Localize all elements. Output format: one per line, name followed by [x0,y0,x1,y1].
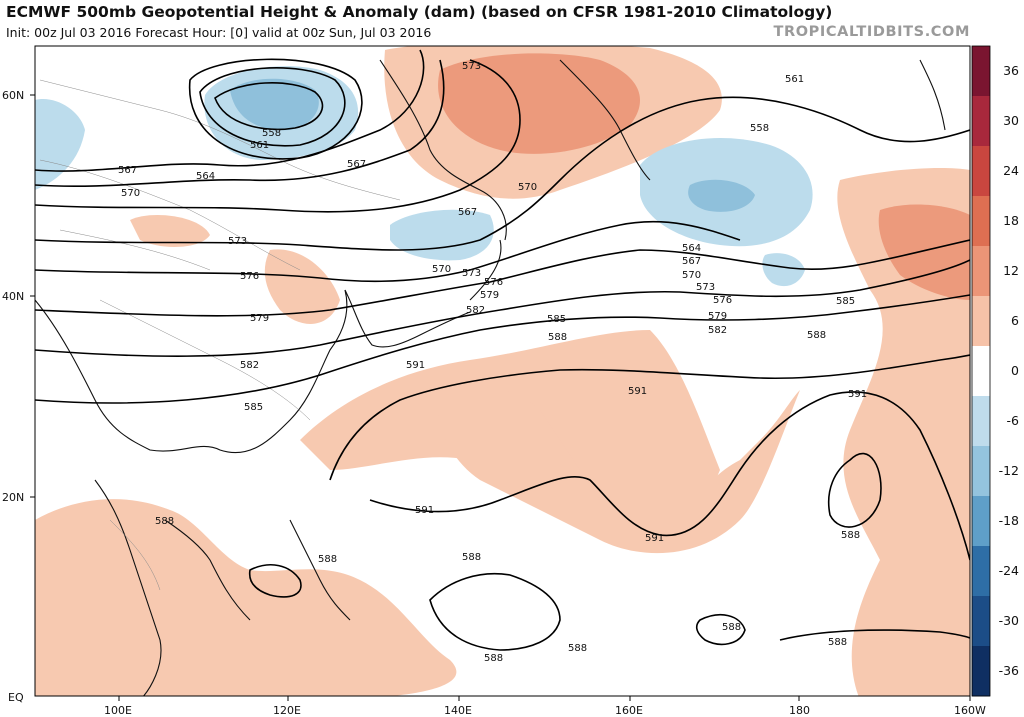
map-title: ECMWF 500mb Geopotential Height & Anomal… [6,3,833,21]
colorbar-segment [972,496,990,547]
contour-label-564-east: 564 [682,243,701,254]
contour-label-588-east: 588 [807,330,826,341]
colorbar-segment [972,246,990,297]
contour-label-591-japan: 591 [406,360,425,371]
colorbar-tick-label: 6 [1011,313,1019,328]
map-subtitle: Init: 00z Jul 03 2016 Forecast Hour: [0]… [6,25,432,40]
colorbar-tick-label: -6 [1007,413,1020,428]
lon-label-180: 180 [789,704,810,717]
contour-label-570-korea: 570 [432,264,451,275]
colorbar-tick-label: 12 [1003,263,1019,278]
contour-label-591-mid: 591 [628,386,647,397]
longitude-axis: 100E 120E 140E 160E 180 160W [104,696,986,717]
colorbar-segment [972,546,990,597]
latitude-axis: 60N 40N 20N EQ [2,89,35,704]
contour-label-558: 558 [262,128,281,139]
contour-label-588-south2: 588 [568,643,587,654]
contour-label-573-north: 573 [462,61,481,72]
contour-label-585-mid: 585 [547,314,566,325]
brand-watermark: TROPICALTIDBITS.COM [773,24,970,40]
contour-label-588-south: 588 [484,653,503,664]
colorbar-tick-label: -24 [999,563,1019,578]
contour-label-588-indochina: 588 [155,516,174,527]
contour-label-579-japan: 579 [480,290,499,301]
colorbar-tick-label: 36 [1003,63,1019,78]
colorbar-tick-label: 18 [1003,213,1019,228]
contour-label-558-east: 558 [750,123,769,134]
contour-label-561: 561 [250,140,269,151]
lon-label-160e: 160E [615,704,643,717]
contour-label-588-philippines: 588 [318,554,337,565]
colorbar-segment [972,96,990,147]
contour-label-group: 558 558 561 561 564 564 567 567 567 567 … [118,61,867,664]
map-frame [34,45,971,697]
political-boundaries [39,79,401,591]
contour-label-588-mid: 588 [548,332,567,343]
contour-label-561-east: 561 [785,74,804,85]
contour-label-579: 579 [250,313,269,324]
height-contours [35,49,970,651]
colorbar-tick-label: -12 [999,463,1019,478]
colorbar-segment [972,196,990,247]
colorbar-tick-label: 30 [1003,113,1019,128]
contour-label-573: 573 [228,236,247,247]
colorbar-segment [972,296,990,347]
contour-label-579-east: 579 [708,311,727,322]
contour-label-570-mid: 570 [518,182,537,193]
colorbar-tick-label: -36 [999,663,1019,678]
contour-label-570-east: 570 [682,270,701,281]
colorbar-tick-label: -30 [999,613,1019,628]
contour-label-570: 570 [121,188,140,199]
contour-label-591-southeast: 591 [645,533,664,544]
contour-label-582-japan: 582 [466,305,485,316]
lon-label-100e: 100E [104,704,132,717]
coastlines [35,59,946,696]
colorbar-segment [972,646,990,697]
contour-label-591-south: 591 [415,505,434,516]
contour-label-567-japan: 567 [458,207,477,218]
contour-label-564: 564 [196,171,215,182]
contour-label-588-south4: 588 [828,637,847,648]
contour-label-567-east: 567 [682,256,701,267]
contour-label-588-southeast: 588 [841,530,860,541]
strong-negative-anomaly-shading [230,78,755,212]
colorbar-segment [972,46,990,97]
contour-label-573-east: 573 [696,282,715,293]
lon-label-140e: 140E [444,704,472,717]
contour-label-582: 582 [240,360,259,371]
contour-label-567-mid: 567 [347,159,366,170]
lon-label-120e: 120E [273,704,301,717]
contour-label-588-south3: 588 [722,622,741,633]
lat-label-40n: 40N [2,290,24,303]
contour-label-585: 585 [244,402,263,413]
colorbar-tick-label: 24 [1003,163,1019,178]
colorbar-segment [972,446,990,497]
colorbar-segment [972,596,990,647]
colorbar-segment [972,146,990,197]
contour-label-573-japan: 573 [462,268,481,279]
colorbar-segment [972,346,990,397]
contour-label-576-east: 576 [713,295,732,306]
colorbar-tick-label: -18 [999,513,1019,528]
colorbar-segment [972,396,990,447]
contour-label-588-pacific: 588 [462,552,481,563]
lat-label-eq: EQ [8,691,24,704]
strong-positive-anomaly-shading [438,53,970,300]
colorbar-tick-label: 0 [1011,363,1019,378]
contour-label-567: 567 [118,165,137,176]
contour-label-576-japan: 576 [484,277,503,288]
lon-label-160w: 160W [954,704,986,717]
contour-label-576: 576 [240,271,259,282]
colorbar-frame [971,45,991,697]
anomaly-colorbar: 36 30 24 18 12 6 0 -6 -12 -18 -24 -30 -36 [971,45,1020,697]
contour-label-585-east: 585 [836,296,855,307]
lat-label-20n: 20N [2,491,24,504]
contour-label-591-east: 591 [848,389,867,400]
contour-label-582-east: 582 [708,325,727,336]
lat-label-60n: 60N [2,89,24,102]
